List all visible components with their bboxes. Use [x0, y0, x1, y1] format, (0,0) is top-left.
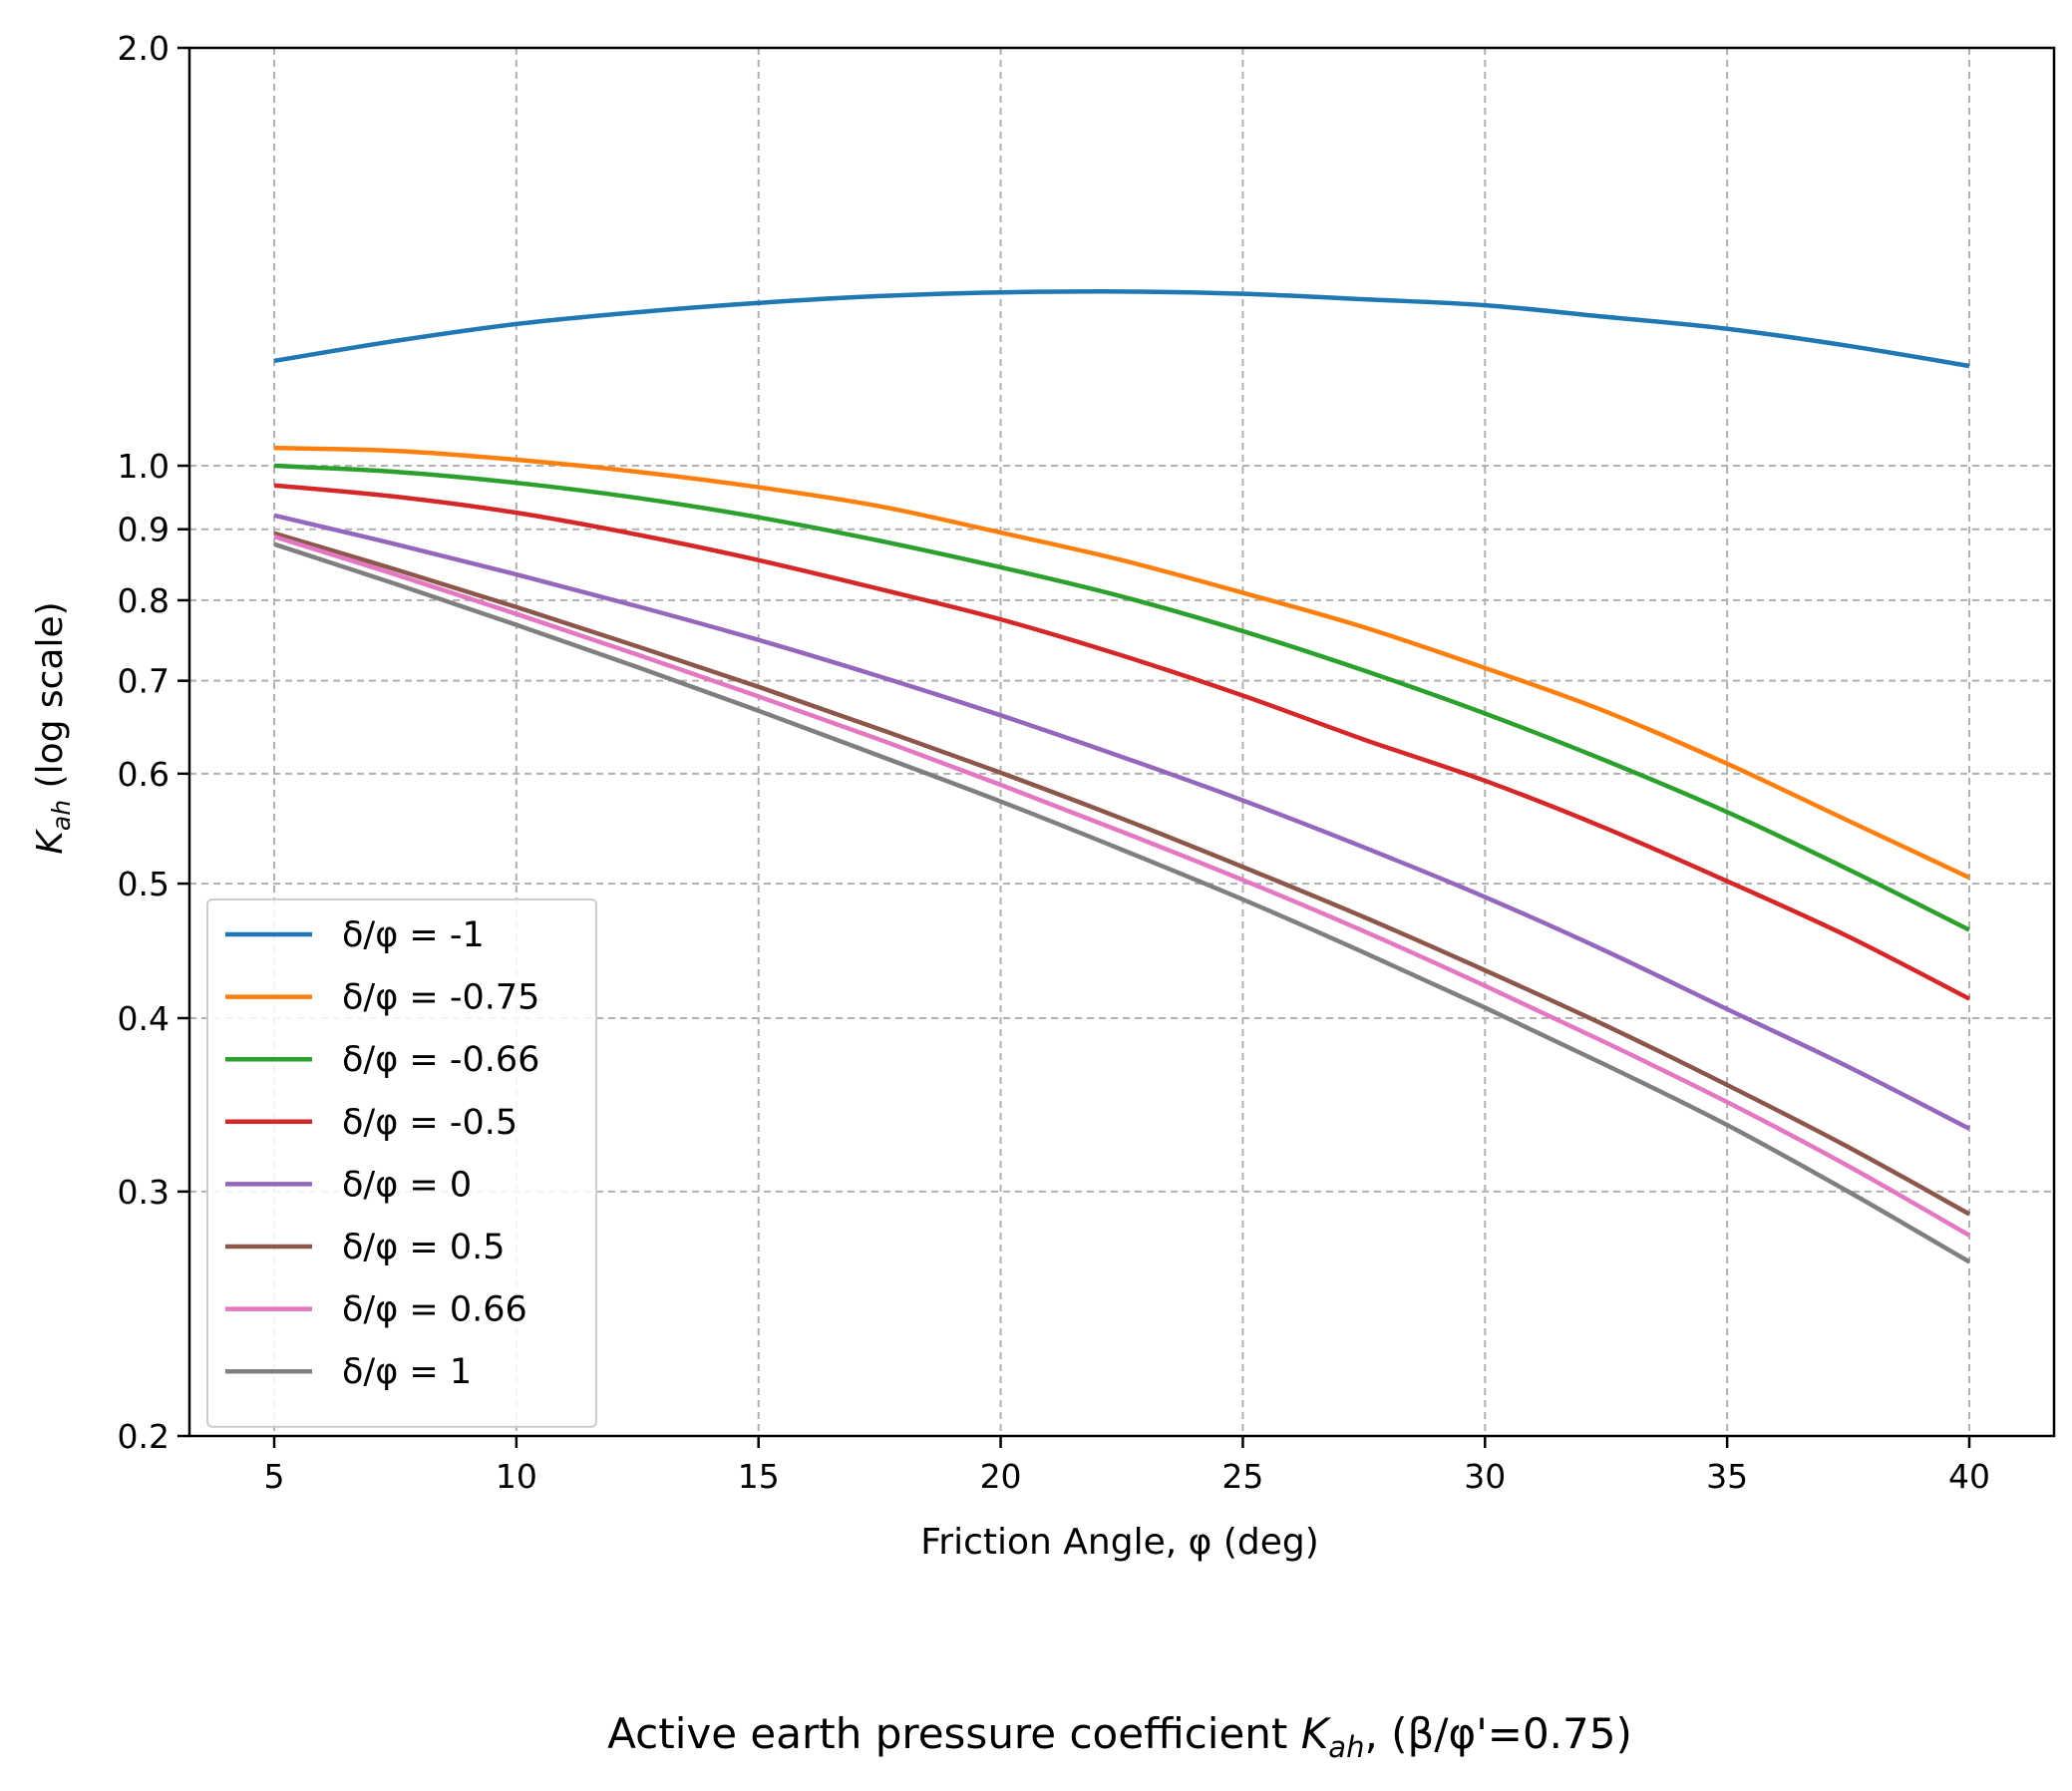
y-axis-label: Kah (log scale): [30, 601, 76, 854]
legend-label-6: δ/φ = 0.5: [342, 1228, 506, 1267]
chart-title: Active earth pressure coefficient Kah, (…: [607, 1709, 1632, 1764]
x-tick-label: 40: [1948, 1457, 1990, 1496]
y-axis-label-subscript: ah: [47, 800, 76, 831]
series-line-8: [273, 541, 1971, 1264]
x-axis-label: Friction Angle, φ (deg): [920, 1522, 1319, 1563]
x-tick-label: 5: [264, 1457, 285, 1496]
x-tick-label: 30: [1464, 1457, 1506, 1496]
y-tick-label: 0.5: [118, 865, 170, 903]
x-tick-label: 25: [1221, 1457, 1263, 1496]
series-line-5: [273, 513, 1971, 1131]
y-axis-label-symbol: K: [30, 829, 71, 855]
y-tick-label: 0.6: [118, 755, 170, 794]
y-tick-label: 0.3: [118, 1173, 170, 1212]
y-tick-label: 0.8: [118, 581, 170, 620]
y-tick-label: 1.0: [118, 447, 170, 486]
legend: δ/φ = -1 δ/φ = -0.75 δ/φ = -0.66 δ/φ = -0.5…: [206, 898, 597, 1428]
chart-title-main: Active earth pressure coefficient: [607, 1709, 1301, 1758]
series-line-4: [273, 483, 1971, 1001]
legend-label-1: δ/φ = -1: [342, 915, 485, 955]
series-line-3: [273, 463, 1971, 932]
y-tick-label: 0.7: [118, 662, 170, 701]
x-tick-label: 35: [1706, 1457, 1748, 1496]
x-tick-label: 20: [980, 1457, 1022, 1496]
y-tick-label: 0.9: [118, 511, 170, 549]
chart-title-tail: , (β/φ'=0.75): [1364, 1709, 1631, 1758]
grid: [189, 48, 2054, 1436]
legend-label-4: δ/φ = -0.5: [342, 1103, 518, 1143]
legend-label-2: δ/φ = -0.75: [342, 978, 539, 1018]
legend-label-5: δ/φ = 0: [342, 1165, 472, 1205]
series-line-7: [273, 535, 1971, 1238]
legend-box: [206, 898, 597, 1428]
series-line-1: [273, 289, 1970, 369]
series-line-2: [273, 445, 1970, 881]
y-axis-label-tail: (log scale): [30, 601, 71, 800]
legend-label-7: δ/φ = 0.66: [342, 1290, 527, 1330]
series-lines: [273, 289, 1971, 1264]
chart-title-subscript: ah: [1328, 1730, 1364, 1764]
x-tick-label: 15: [738, 1457, 780, 1496]
chart-title-symbol: K: [1301, 1709, 1332, 1758]
x-axis: 5 10 15 20 25 30 35 40: [264, 1436, 1990, 1496]
y-axis: 0.2 0.3 0.4 0.5 0.6 0.7 0.8 0.9 1.0 2.0: [118, 29, 189, 1456]
x-tick-label: 10: [496, 1457, 537, 1496]
plot-frame: [187, 46, 2056, 1438]
y-tick-label: 0.2: [118, 1417, 170, 1456]
series-line-6: [273, 531, 1971, 1217]
y-tick-label: 0.4: [118, 999, 170, 1038]
legend-label-8: δ/φ = 1: [342, 1352, 472, 1392]
legend-label-3: δ/φ = -0.66: [342, 1040, 539, 1080]
y-tick-label: 2.0: [118, 29, 170, 68]
